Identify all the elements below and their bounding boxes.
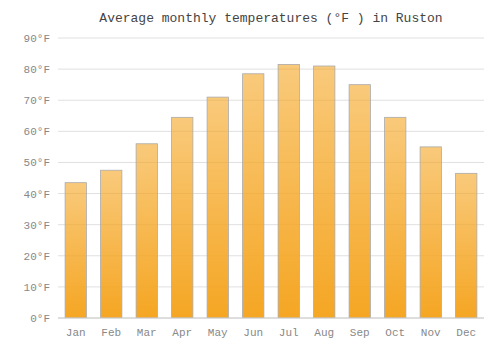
bar [65, 183, 86, 318]
title: Average monthly temperatures (°F ) in Ru… [99, 11, 442, 26]
x-tick-label: Jan [66, 327, 86, 339]
bar [101, 170, 122, 318]
y-axis: 0°F 10°F 20°F 30°F 40°F 50°F 60°F 70°F 80°F 90°F [24, 33, 50, 325]
grid-line [58, 318, 484, 319]
bars [65, 64, 477, 318]
x-tick-label: Apr [172, 327, 192, 339]
x-tick-label: Mar [137, 327, 157, 339]
chart: Average monthly temperatures (°F ) in Ru… [0, 0, 500, 350]
grid-line [58, 100, 484, 101]
x-tick-label: Aug [314, 327, 334, 339]
x-tick-label: Oct [385, 327, 405, 339]
bar [207, 97, 228, 318]
bar [172, 117, 193, 318]
bar [278, 64, 299, 318]
x-tick-label: Sep [350, 327, 370, 339]
y-grid [58, 38, 484, 318]
y-tick-label: 30°F [24, 220, 50, 232]
x-tick-label: Jul [279, 327, 299, 339]
bar [349, 85, 370, 318]
bar [314, 66, 335, 318]
grid-line [58, 38, 484, 39]
x-tick-label: Jun [243, 327, 263, 339]
y-tick-label: 0°F [30, 313, 50, 325]
bar [136, 144, 157, 318]
bar [420, 147, 441, 318]
x-axis-line [58, 318, 484, 319]
y-tick-label: 60°F [24, 126, 50, 138]
x-tick-label: Dec [456, 327, 476, 339]
y-tick-label: 20°F [24, 251, 50, 263]
y-tick-label: 40°F [24, 189, 50, 201]
x-axis: Jan Feb Mar Apr May Jun Jul Aug Sep Oct Nov Dec [58, 318, 484, 339]
x-tick-label: Nov [421, 327, 441, 339]
bar [456, 173, 477, 318]
y-tick-label: 70°F [24, 95, 50, 107]
y-tick-label: 50°F [24, 157, 50, 169]
x-tick-label: Feb [101, 327, 121, 339]
grid-line [58, 131, 484, 132]
y-tick-label: 10°F [24, 282, 50, 294]
y-tick-label: 80°F [24, 64, 50, 76]
x-tick-label: May [208, 327, 228, 339]
grid-line [58, 69, 484, 70]
bar [243, 74, 264, 318]
y-tick-label: 90°F [24, 33, 50, 45]
bar [385, 117, 406, 318]
